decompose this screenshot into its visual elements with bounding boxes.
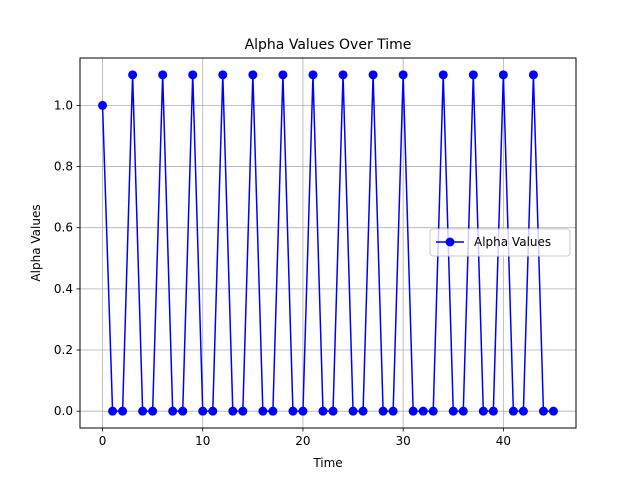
data-point-marker <box>108 406 118 416</box>
data-point-marker <box>518 406 528 416</box>
data-point-marker <box>308 70 318 80</box>
data-point-marker <box>418 406 428 416</box>
data-point-marker <box>478 406 488 416</box>
data-point-marker <box>548 406 558 416</box>
data-point-marker <box>98 100 108 110</box>
data-point-marker <box>328 406 338 416</box>
y-tick-label: 0.2 <box>54 343 73 357</box>
data-point-marker <box>128 70 138 80</box>
grid-lines <box>80 58 576 428</box>
chart-title: Alpha Values Over Time <box>245 37 412 53</box>
data-point-marker <box>298 406 308 416</box>
x-tick-label: 30 <box>396 434 411 448</box>
data-point-marker <box>538 406 548 416</box>
y-tick-label: 1.0 <box>54 98 73 112</box>
data-point-marker <box>358 406 368 416</box>
data-point-marker <box>288 406 298 416</box>
data-point-marker <box>318 406 328 416</box>
legend-label: Alpha Values <box>474 235 551 249</box>
data-point-marker <box>388 406 398 416</box>
data-point-marker <box>468 70 478 80</box>
data-point-marker <box>338 70 348 80</box>
y-tick-label: 0.6 <box>54 221 73 235</box>
data-point-marker <box>228 406 238 416</box>
data-point-marker <box>258 406 268 416</box>
data-point-marker <box>278 70 288 80</box>
x-tick-label: 10 <box>195 434 210 448</box>
data-point-marker <box>348 406 358 416</box>
x-tick-label: 20 <box>295 434 310 448</box>
data-point-marker <box>268 406 278 416</box>
data-point-marker <box>508 406 518 416</box>
data-point-marker <box>448 406 458 416</box>
y-tick-label: 0.4 <box>54 282 73 296</box>
x-axis-label: Time <box>312 456 342 470</box>
data-point-marker <box>488 406 498 416</box>
plot-area-frame <box>79 57 577 429</box>
data-point-marker <box>238 406 248 416</box>
data-point-marker <box>178 406 188 416</box>
data-point-marker <box>368 70 378 80</box>
data-point-marker <box>398 70 408 80</box>
data-point-marker <box>528 70 538 80</box>
y-axis-label: Alpha Values <box>29 204 43 281</box>
y-axis: 0.0 0.2 0.4 0.6 0.8 1.0 <box>54 98 80 418</box>
data-point-marker <box>198 406 208 416</box>
data-point-marker <box>248 70 258 80</box>
y-tick-label: 0.0 <box>54 404 73 418</box>
x-tick-label: 0 <box>99 434 107 448</box>
y-tick-label: 0.8 <box>54 160 73 174</box>
legend-marker-swatch <box>445 237 455 247</box>
data-point-marker <box>148 406 158 416</box>
data-point-marker <box>218 70 228 80</box>
x-axis: 0 10 20 30 40 <box>99 428 511 448</box>
data-point-marker <box>138 406 148 416</box>
legend: Alpha Values <box>429 228 571 257</box>
data-point-marker <box>118 406 128 416</box>
data-point-marker <box>188 70 198 80</box>
data-point-marker <box>458 406 468 416</box>
data-point-marker <box>158 70 168 80</box>
data-point-marker <box>168 406 178 416</box>
x-tick-label: 40 <box>496 434 511 448</box>
data-point-marker <box>438 70 448 80</box>
data-point-marker <box>208 406 218 416</box>
data-point-marker <box>428 406 438 416</box>
legend-box <box>429 228 571 257</box>
data-point-marker <box>378 406 388 416</box>
data-point-marker <box>408 406 418 416</box>
data-point-marker <box>498 70 508 80</box>
